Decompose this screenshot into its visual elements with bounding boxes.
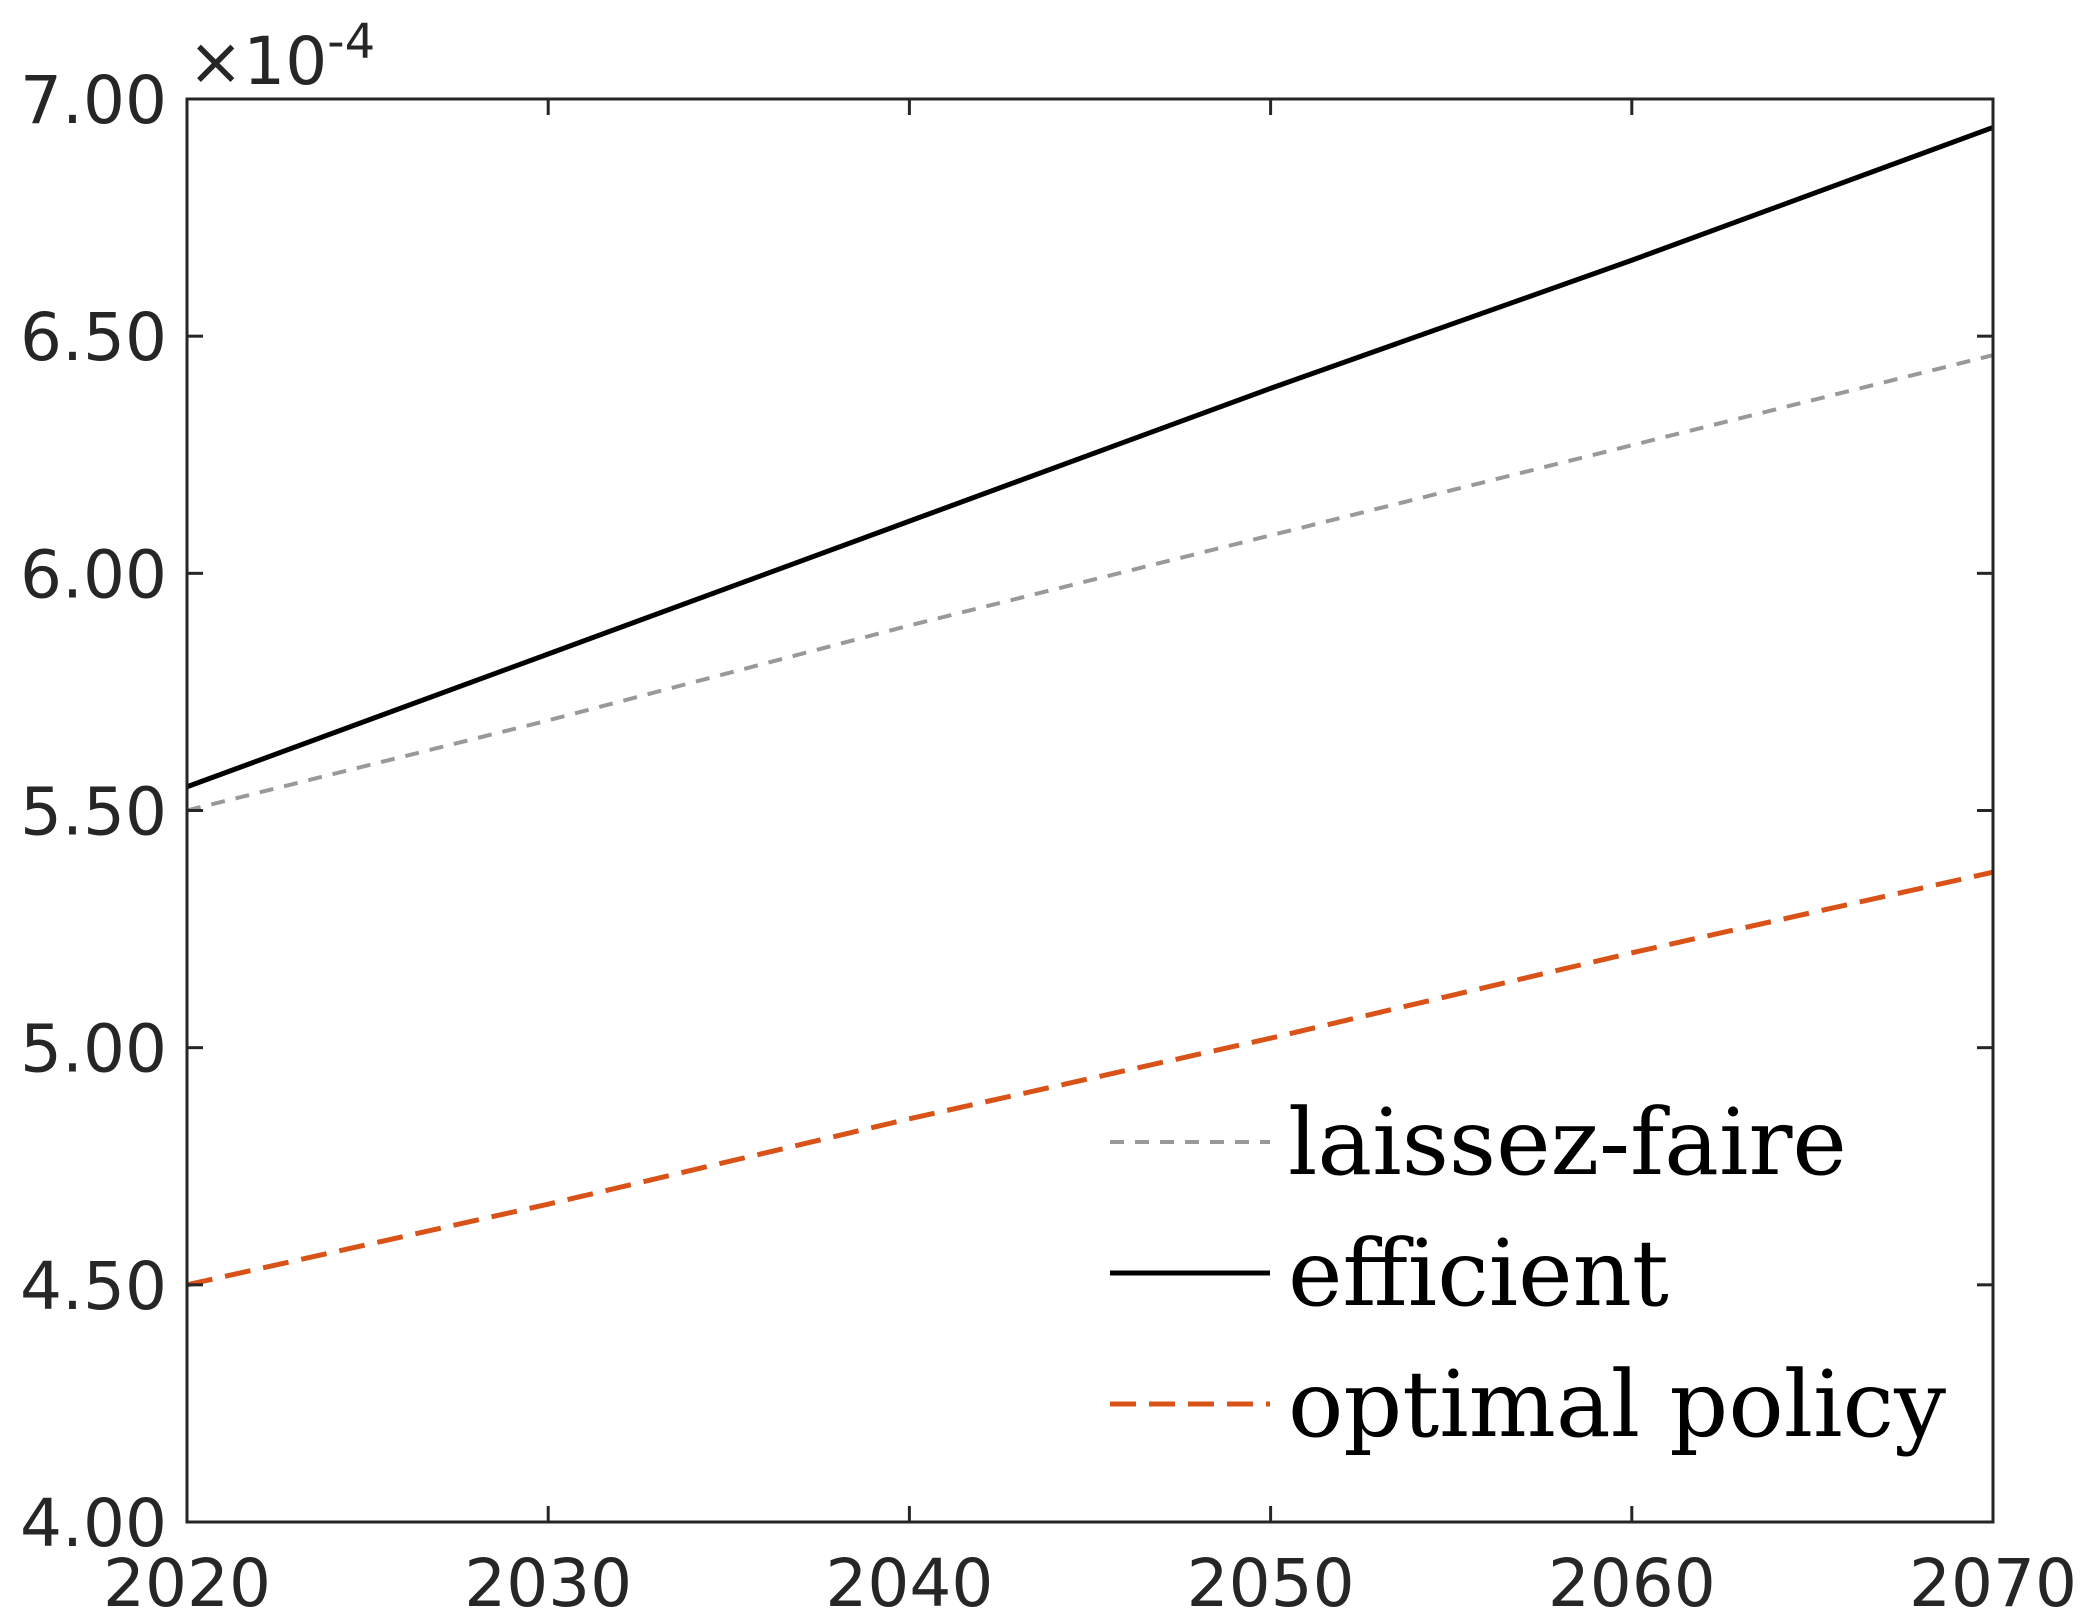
y-tick-label: 5.50 <box>20 774 167 851</box>
legend-label-optimal-policy: optimal policy <box>1288 1351 1946 1458</box>
x-tick-label: 2050 <box>1187 1545 1355 1622</box>
y-exponent-base: ×10 <box>188 23 327 100</box>
y-tick-label: 4.00 <box>20 1485 167 1562</box>
y-axis-exponent-label: ×10-4 <box>188 14 375 100</box>
plot-frame <box>185 97 1995 1524</box>
series-layer <box>186 125 1994 1288</box>
x-tick-label: 2070 <box>1909 1545 2077 1622</box>
x-tick-label: 2020 <box>103 1545 271 1622</box>
y-tick-label: 6.50 <box>20 299 167 376</box>
y-tick-label: 4.50 <box>20 1248 167 1325</box>
legend: laissez-faire efficient optimal policy <box>1110 1089 1946 1458</box>
legend-label-laissez-faire: laissez-faire <box>1288 1089 1847 1196</box>
y-tick-label: 5.00 <box>20 1011 167 1088</box>
series-line-efficient <box>186 125 1994 790</box>
y-tick-label: 7.00 <box>20 62 167 139</box>
series-line-optimal-policy <box>186 869 1994 1288</box>
legend-label-efficient: efficient <box>1288 1220 1669 1327</box>
x-tick-label: 2060 <box>1548 1545 1716 1622</box>
x-tick-label: 2040 <box>825 1545 993 1622</box>
tick-layer: 2020 2030 2040 2050 2060 2070 4.00 4.50 5.00 5.50… <box>20 62 2077 1622</box>
series-line-laissez-faire <box>186 353 1994 813</box>
x-tick-label: 2030 <box>464 1545 632 1622</box>
y-tick-label: 6.00 <box>20 536 167 613</box>
y-exponent-power: -4 <box>327 14 375 70</box>
